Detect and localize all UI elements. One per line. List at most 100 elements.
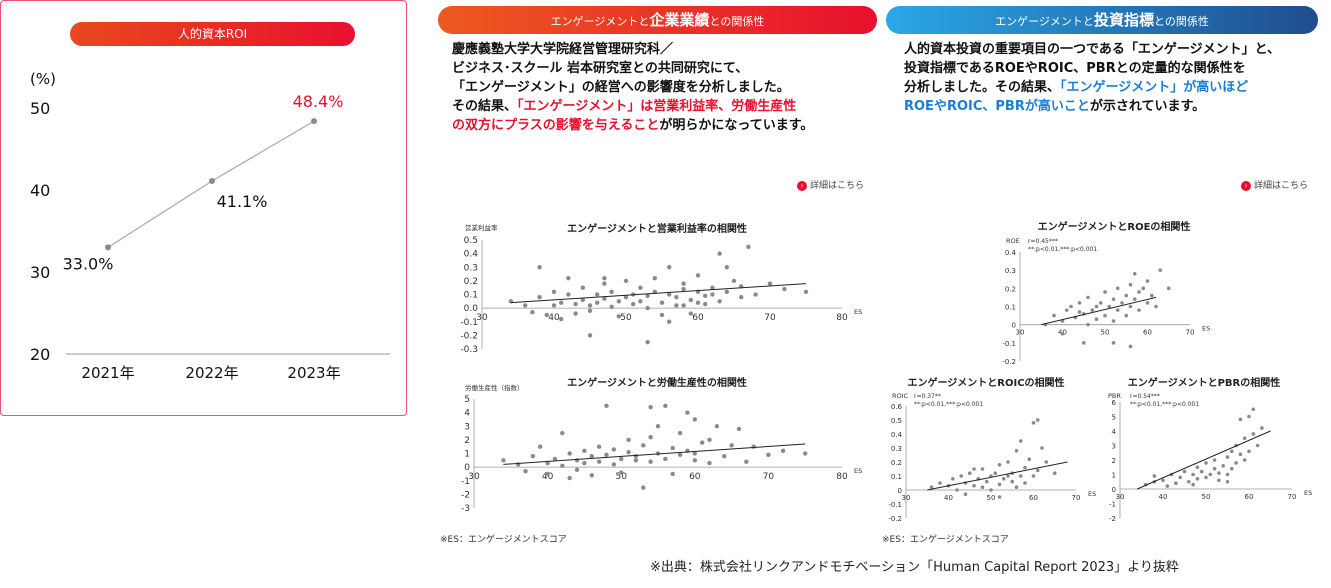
productivity-point <box>574 467 580 473</box>
roic-point <box>1014 485 1019 490</box>
left-line-5a: の双方にプラスの影響を与えること <box>452 118 660 133</box>
op-margin-point <box>667 265 672 270</box>
roic-point <box>997 495 1002 499</box>
roe-y-tick: -0.1 <box>1002 340 1016 348</box>
productivity-point <box>619 470 624 475</box>
roic-point <box>1031 474 1036 478</box>
roe-trend-line <box>1041 296 1157 326</box>
roic-x-tick: 40 <box>944 494 953 502</box>
productivity-point <box>707 460 712 466</box>
op-margin-point <box>580 285 585 290</box>
pbr-point <box>1165 484 1170 488</box>
productivity-point <box>641 443 646 448</box>
op-margin-x-tick: 50 <box>620 313 632 323</box>
productivity-point <box>648 434 653 440</box>
op-margin-point <box>688 311 693 316</box>
pbr-title: エンゲージメントとPBRの相関性 <box>1128 376 1280 389</box>
op-margin-point <box>710 292 715 297</box>
roe-xlabel: ES <box>1202 325 1210 333</box>
op-margin-point <box>566 275 571 281</box>
roe-point <box>1077 301 1082 305</box>
op-margin-point <box>587 303 593 308</box>
roe-annotation-r: r=0.45*** <box>1028 238 1058 245</box>
roe-point <box>1124 313 1129 318</box>
op-margin-point <box>688 297 693 303</box>
roe-point <box>1166 286 1171 291</box>
op-margin-point <box>724 265 729 270</box>
productivity-point <box>663 456 668 462</box>
roic-point <box>929 485 934 490</box>
roe-point <box>1069 304 1073 309</box>
roi-value-label: 41.1% <box>217 192 268 211</box>
op-margin-point <box>767 281 773 286</box>
pbr-point <box>1260 426 1264 430</box>
op-margin-point <box>638 299 643 304</box>
roi-point <box>105 244 111 251</box>
op-margin-point <box>667 292 672 297</box>
op-margin-point <box>695 300 701 305</box>
roe-point <box>1060 331 1065 336</box>
pbr-point <box>1225 479 1230 484</box>
op-margin-point <box>623 278 629 284</box>
productivity-point <box>560 463 565 468</box>
pbr-point <box>1238 452 1243 457</box>
productivity-point <box>663 403 668 409</box>
roic-y-tick: 0.5 <box>891 417 902 425</box>
left-line-2: ビジネス･スクール 岩本研究室との共同研究にて、 <box>452 61 749 76</box>
op-margin-point <box>645 339 650 345</box>
op-margin-ylabel: 営業利益率 <box>465 223 498 232</box>
right-description: 人的資本投資の重要項目の一つである「エンゲージメント」と、 投資指標であるROE… <box>904 40 1280 116</box>
productivity-point <box>626 449 631 455</box>
pbr-x-tick: 50 <box>1202 493 1211 501</box>
productivity-x-tick: 30 <box>468 472 480 482</box>
roi-line-chart: (%) 20 30 40 50 2021年 2022年 2023年 33.0% 41.1% 48.4… <box>30 70 390 382</box>
productivity-ylabel: 労働生産性（指数） <box>465 383 524 392</box>
roi-point <box>209 177 215 184</box>
productivity-x-tick: 40 <box>542 472 554 482</box>
op-margin-point <box>731 278 737 284</box>
op-margin-point <box>544 312 549 318</box>
roic-point <box>1052 471 1057 476</box>
roi-x-tick: 2023年 <box>287 364 340 382</box>
roic-annotation-p: **:p<0.01,***:p<0.001 <box>914 401 983 408</box>
op-margin-point <box>587 333 593 338</box>
productivity-point <box>545 471 550 477</box>
left-line-4b: 「エンゲージメント」は営業利益率、労働生産性 <box>517 99 797 114</box>
productivity-point <box>633 454 639 459</box>
roic-trend-line <box>927 461 1068 491</box>
roe-y-tick: 0 <box>1012 322 1016 330</box>
details-link-right[interactable]: › 詳細はこちら <box>1241 178 1308 191</box>
op-margin-x-tick: 70 <box>764 313 776 323</box>
roe-point <box>1149 293 1154 298</box>
pbr-x-tick: 60 <box>1245 493 1254 501</box>
op-margin-point <box>523 303 528 308</box>
op-margin-point <box>659 312 665 318</box>
roe-x-tick: 70 <box>1186 329 1195 337</box>
op-margin-point <box>638 285 643 290</box>
pbr-y-tick: 2 <box>1112 457 1116 465</box>
roe-point <box>1137 290 1141 294</box>
banner-right-pre: エンゲージメントと <box>995 15 1094 28</box>
pbr-y-tick: -2 <box>1109 515 1116 523</box>
roe-point <box>1145 279 1150 283</box>
left-description: 慶應義塾大学大学院経営管理研究科／ ビジネス･スクール 岩本研究室との共同研究に… <box>452 40 813 135</box>
op-margin-title: エンゲージメントと営業利益率の相関性 <box>567 222 747 235</box>
roic-point <box>1001 477 1006 481</box>
pbr-point <box>1152 474 1157 478</box>
details-link-left[interactable]: › 詳細はこちら <box>797 178 864 191</box>
roe-y-tick: -0.2 <box>1002 358 1016 366</box>
roi-y-tick: 20 <box>30 345 50 364</box>
roic-y-tick: -0.2 <box>888 515 902 523</box>
roi-y-tick: 30 <box>30 263 50 282</box>
roic-point <box>1023 481 1027 485</box>
pbr-point <box>1238 417 1243 422</box>
pbr-x-tick: 70 <box>1288 493 1297 501</box>
op-margin-point <box>609 289 614 294</box>
productivity-point <box>589 473 594 478</box>
op-margin-point <box>595 300 600 305</box>
roe-point <box>1111 297 1116 302</box>
pbr-y-tick: 0 <box>1112 486 1116 494</box>
productivity-point <box>641 485 646 490</box>
roe-point <box>1141 286 1146 291</box>
roe-ylabel: ROE <box>1006 237 1020 245</box>
